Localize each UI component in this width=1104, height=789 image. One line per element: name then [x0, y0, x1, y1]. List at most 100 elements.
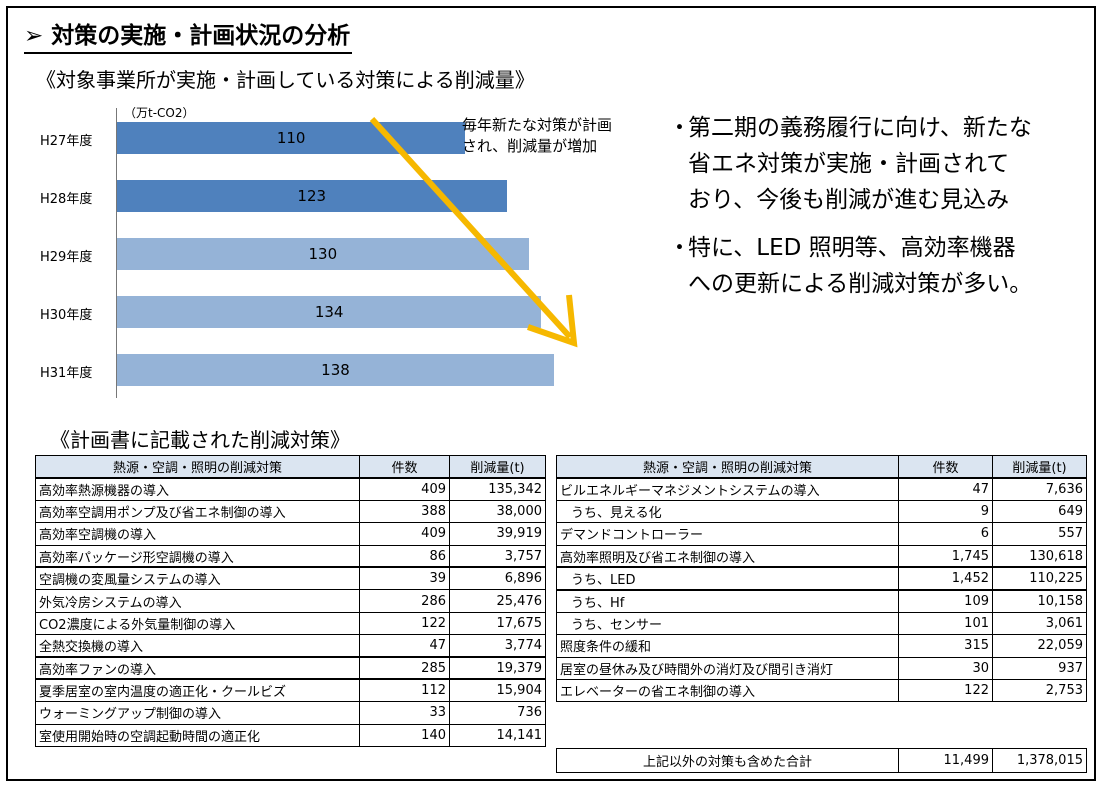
- table-row: うち、Hf 109 10,158: [556, 588, 1087, 613]
- table-row: 高効率熱源機器の導入 409 135,342: [35, 476, 546, 501]
- total-count: 11,499: [898, 748, 993, 773]
- measure-name-cell: 室使用開始時の空調起動時間の適正化: [35, 723, 360, 748]
- bar-value-label: 130: [308, 245, 338, 263]
- count-cell: 30: [898, 656, 993, 680]
- bullet-line: 特に、LED 照明等、高効率機器: [688, 235, 1016, 261]
- bar-category-label: H30年度: [40, 308, 93, 323]
- measure-name-cell: うち、見える化: [556, 499, 899, 524]
- table-row: 高効率ファンの導入 285 19,379: [35, 655, 546, 680]
- summary-bullet: ・第二期の義務履行に向け、新たな 省エネ対策が実施・計画されて おり、今後も削減が進…: [668, 110, 1032, 218]
- count-cell: 1,452: [898, 566, 993, 591]
- amount-cell: 15,904: [449, 678, 546, 703]
- bullet-line: 第二期の義務履行に向け、新たな: [688, 115, 1032, 141]
- table-row: 高効率照明及び省エネ制御の導入 1,745 130,618: [556, 544, 1087, 568]
- table-row: 全熱交換機の導入 47 3,774: [35, 634, 546, 658]
- bullet-line: おり、今後も削減が進む見込み: [688, 187, 1010, 213]
- measure-name-cell: 高効率ファンの導入: [35, 655, 360, 680]
- count-cell: 33: [359, 701, 450, 725]
- bar: [117, 122, 466, 154]
- measure-name-cell: 照度条件の緩和: [556, 634, 899, 658]
- measure-name-cell: うち、センサー: [556, 611, 899, 636]
- count-cell: 388: [359, 499, 450, 524]
- chart-unit-label: （万t-CO2）: [124, 106, 195, 120]
- count-cell: 409: [359, 476, 450, 501]
- table-row: うち、センサー 101 3,061: [556, 611, 1087, 636]
- header-measure: 熱源・空調・照明の削減対策: [556, 454, 899, 479]
- amount-cell: 2,753: [992, 678, 1087, 703]
- table-row: エレベーターの省エネ制御の導入 122 2,753: [556, 678, 1087, 703]
- table-row: CO2濃度による外気量制御の導入 122 17,675: [35, 611, 546, 636]
- measure-name-cell: エレベーターの省エネ制御の導入: [556, 678, 899, 703]
- chart-section-title: 《対象事業所が実施・計画している対策による削減量》: [36, 68, 535, 92]
- measure-name-cell: 高効率熱源機器の導入: [35, 476, 360, 501]
- amount-cell: 10,158: [992, 588, 1087, 613]
- table-row: ビルエネルギーマネジメントシステムの導入 47 7,636: [556, 476, 1087, 501]
- measure-name-cell: 高効率パッケージ形空調機の導入: [35, 544, 360, 568]
- measure-name-cell: デマンドコントローラー: [556, 522, 899, 546]
- table-header-row: 熱源・空調・照明の削減対策 件数 削減量(t): [556, 454, 1087, 479]
- amount-cell: 19,379: [449, 655, 546, 680]
- measure-name-cell: ビルエネルギーマネジメントシステムの導入: [556, 476, 899, 501]
- measure-name-cell: 全熱交換機の導入: [35, 634, 360, 658]
- amount-cell: 130,618: [992, 544, 1087, 568]
- count-cell: 285: [359, 655, 450, 680]
- page-title: ➢ 対策の実施・計画状況の分析: [24, 16, 353, 54]
- count-cell: 9: [898, 499, 993, 524]
- header-count: 件数: [898, 454, 993, 479]
- header-amount: 削減量(t): [992, 454, 1087, 479]
- table-row: 夏季居室の室内温度の適正化・クールビズ 112 15,904: [35, 678, 546, 703]
- bar-category-label: H28年度: [40, 192, 93, 207]
- header-count: 件数: [359, 454, 450, 479]
- table-row: 外気冷房システムの導入 286 25,476: [35, 589, 546, 613]
- total-row: 上記以外の対策も含めた合計 11,499 1,378,015: [556, 748, 1087, 773]
- count-cell: 409: [359, 522, 450, 546]
- amount-cell: 6,896: [449, 566, 546, 591]
- count-cell: 315: [898, 634, 993, 658]
- table-row: うち、見える化 9 649: [556, 499, 1087, 524]
- trend-arrow-icon: [369, 116, 578, 348]
- summary-bullet: ・特に、LED 照明等、高効率機器 への更新による削減対策が多い。: [668, 230, 1032, 302]
- total-label: 上記以外の対策も含めた合計: [556, 748, 899, 773]
- chart-axis: [116, 108, 117, 398]
- count-cell: 109: [898, 588, 993, 613]
- amount-cell: 17,675: [449, 611, 546, 636]
- bar-value-label: 123: [297, 187, 327, 205]
- summary-bullets: ・第二期の義務履行に向け、新たな 省エネ対策が実施・計画されて おり、今後も削減が進…: [668, 110, 1032, 314]
- bar-category-label: H31年度: [40, 366, 93, 381]
- measure-name-cell: 高効率空調機の導入: [35, 522, 360, 546]
- bar: [117, 296, 542, 328]
- count-cell: 39: [359, 566, 450, 591]
- measure-name-cell: 居室の昼休み及び時間外の消灯及び間引き消灯: [556, 656, 899, 680]
- count-cell: 112: [359, 678, 450, 703]
- amount-cell: 110,225: [992, 566, 1087, 591]
- amount-cell: 3,774: [449, 634, 546, 658]
- bullet-dot-icon: ・: [668, 115, 691, 141]
- table-row: 室使用開始時の空調起動時間の適正化 140 14,141: [35, 723, 546, 748]
- count-cell: 47: [359, 634, 450, 658]
- count-cell: 122: [359, 611, 450, 636]
- total-amount: 1,378,015: [992, 748, 1087, 773]
- bar-value-label: 134: [314, 303, 344, 321]
- measure-name-cell: 高効率空調用ポンプ及び省エネ制御の導入: [35, 499, 360, 524]
- table-row: 高効率空調機の導入 409 39,919: [35, 522, 546, 546]
- measure-name-cell: うち、Hf: [556, 588, 899, 613]
- table-row: ウォーミングアップ制御の導入 33 736: [35, 701, 546, 725]
- bullet-dot-icon: ・: [668, 235, 691, 261]
- left-measures-table: 熱源・空調・照明の削減対策 件数 削減量(t) 高効率熱源機器の導入 409 135…: [35, 454, 546, 748]
- table-row: 照度条件の緩和 315 22,059: [556, 634, 1087, 658]
- measure-name-cell: 外気冷房システムの導入: [35, 589, 360, 613]
- count-cell: 1,745: [898, 544, 993, 568]
- amount-cell: 39,919: [449, 522, 546, 546]
- count-cell: 140: [359, 723, 450, 748]
- bar-category-label: H29年度: [40, 250, 93, 265]
- amount-cell: 736: [449, 701, 546, 725]
- total-row-table: 上記以外の対策も含めた合計 11,499 1,378,015: [556, 748, 1087, 773]
- bar: [117, 354, 554, 386]
- count-cell: 6: [898, 522, 993, 546]
- table-row: 空調機の変風量システムの導入 39 6,896: [35, 566, 546, 591]
- bullet-line: 省エネ対策が実施・計画されて: [688, 151, 1010, 177]
- header-measure: 熱源・空調・照明の削減対策: [35, 454, 360, 479]
- chart-annotation: 毎年新たな対策が計画され、削減量が増加: [462, 116, 613, 155]
- table-row: 居室の昼休み及び時間外の消灯及び間引き消灯 30 937: [556, 656, 1087, 680]
- amount-cell: 7,636: [992, 476, 1087, 501]
